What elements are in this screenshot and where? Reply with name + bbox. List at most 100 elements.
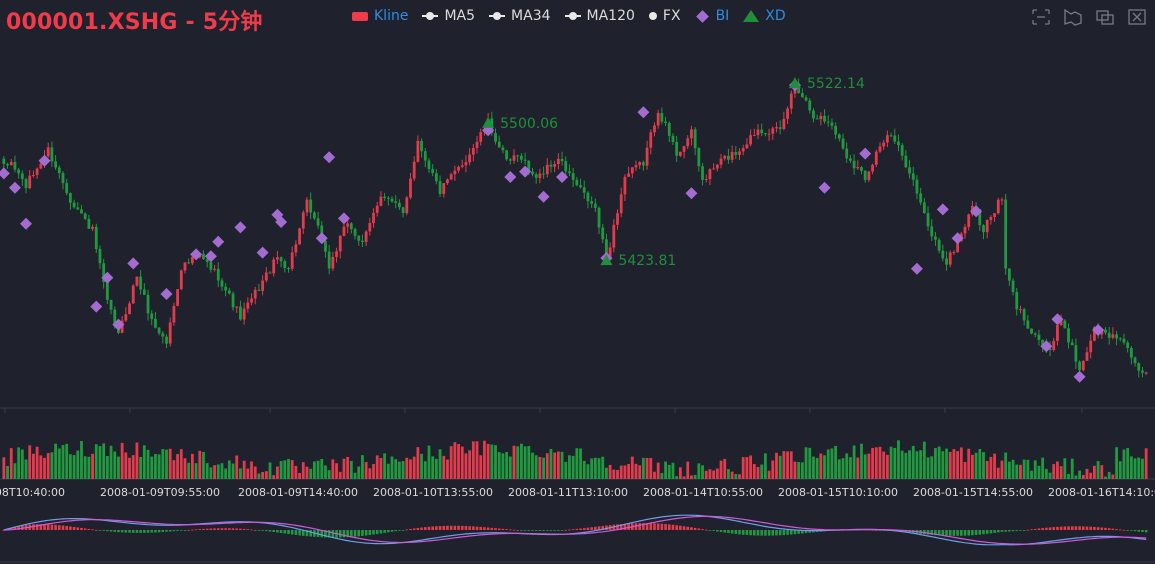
volume-bar: [815, 457, 819, 479]
bi-point: [204, 250, 217, 263]
macd-bar: [102, 530, 105, 531]
volume-bar: [460, 446, 464, 479]
macd-bar: [427, 526, 431, 530]
legend-item-xd[interactable]: XD: [743, 8, 786, 24]
macd-bar: [253, 529, 257, 531]
macd-bar: [35, 524, 39, 530]
candle: [789, 90, 793, 114]
legend-item-ma120[interactable]: MA120: [564, 8, 635, 24]
candle: [786, 106, 789, 125]
volume-bar: [752, 464, 756, 479]
candle: [568, 164, 571, 177]
candle: [885, 130, 889, 148]
restore-icon[interactable]: [1127, 8, 1147, 26]
zoom-icon[interactable]: [1031, 8, 1051, 26]
candle: [28, 170, 32, 190]
macd-bar: [523, 530, 527, 531]
candle-body: [538, 173, 542, 178]
volume-bar: [65, 443, 69, 479]
volume-bar: [76, 450, 80, 479]
volume-bar: [113, 451, 117, 479]
volume-bar: [1100, 465, 1104, 479]
volume-bar: [641, 457, 645, 479]
macd-bar: [301, 530, 305, 536]
macd-bar: [120, 530, 124, 533]
legend-item-fx[interactable]: FX: [648, 8, 681, 24]
candle-body: [553, 164, 557, 167]
candle-body: [224, 286, 228, 291]
candle-body: [812, 110, 815, 119]
candle-body: [893, 135, 897, 142]
volume-bar: [601, 456, 605, 479]
candle-body: [619, 194, 623, 214]
candle: [231, 291, 235, 311]
candle: [800, 88, 804, 98]
macd-bar: [542, 530, 545, 531]
candle-body: [216, 268, 220, 281]
volume-bar: [475, 441, 479, 479]
candle-body: [1056, 325, 1059, 341]
candle-body: [937, 239, 941, 251]
candle: [734, 146, 738, 160]
volume-bar: [812, 456, 815, 479]
candle: [257, 283, 261, 291]
candle-body: [209, 262, 213, 270]
legend-item-ma5[interactable]: MA5: [422, 8, 475, 24]
legend-item-ma34[interactable]: MA34: [489, 8, 551, 24]
volume-bar: [268, 462, 272, 479]
candle-body: [989, 217, 993, 221]
volume-bar: [1011, 459, 1015, 479]
candle-body: [908, 167, 911, 174]
candle: [213, 264, 216, 272]
volume-bar: [1078, 470, 1082, 479]
macd-bar: [76, 527, 80, 530]
volume-bar: [412, 456, 416, 479]
macd-bar: [952, 530, 956, 536]
macd-bar: [431, 526, 434, 530]
volume-bar: [678, 467, 682, 479]
macd-bar: [150, 530, 154, 533]
candle: [368, 217, 372, 236]
volume-bar: [1044, 468, 1048, 479]
candle: [172, 302, 176, 326]
volume-bar: [686, 461, 690, 479]
candle-body: [616, 213, 619, 225]
candle-body: [24, 179, 28, 189]
candle: [405, 196, 409, 216]
macd-bar: [764, 530, 767, 536]
x-axis-label: 2008-01-09T09:55:00: [100, 486, 220, 499]
candle-body: [523, 159, 527, 161]
volume-bar: [908, 450, 911, 479]
legend-item-kline[interactable]: Kline: [352, 8, 408, 24]
volume-bar: [227, 460, 231, 479]
data-view-icon[interactable]: [1095, 8, 1115, 26]
volume-bar: [305, 466, 309, 479]
candle: [893, 128, 897, 145]
candle: [1104, 327, 1107, 335]
volume-bar: [1056, 461, 1059, 479]
candle-body: [871, 164, 874, 172]
macd-bar: [176, 530, 179, 531]
macd-layer: [2, 514, 1148, 546]
candle-body: [608, 247, 612, 261]
volume-bar: [361, 455, 364, 479]
candle-body: [427, 160, 431, 170]
zoom-reset-icon[interactable]: [1063, 8, 1083, 26]
candle-body: [390, 198, 394, 202]
macd-bar: [209, 528, 213, 530]
volume-bar: [335, 463, 338, 479]
volume-bar: [224, 468, 228, 479]
volume-bar: [590, 458, 594, 479]
volume-bar: [471, 441, 475, 479]
legend-item-bi[interactable]: BI: [695, 8, 729, 24]
candle-body: [1122, 338, 1126, 343]
volume-bar: [845, 453, 849, 479]
macd-bar: [1107, 528, 1111, 530]
macd-bar: [290, 530, 294, 535]
candle: [841, 133, 845, 150]
macd-bar: [716, 530, 719, 532]
macd-bar: [712, 530, 715, 531]
candle: [778, 120, 782, 135]
volume-bar: [808, 447, 812, 479]
